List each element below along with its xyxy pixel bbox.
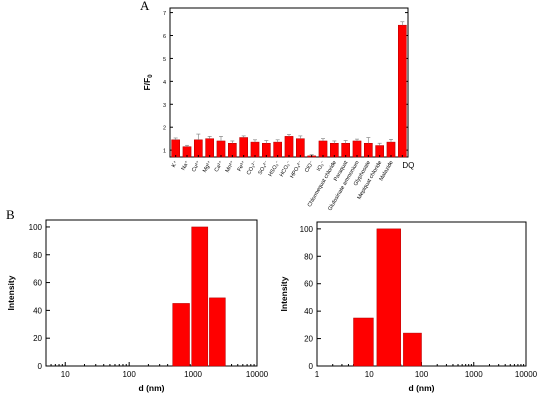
x-tick-label: 10 — [365, 370, 374, 379]
y-axis-label: Intensity — [6, 275, 16, 310]
x-tick-label: Fe³⁺ — [236, 159, 248, 172]
y-tick-label: 40 — [33, 306, 42, 315]
histogram-bar — [191, 226, 209, 367]
y-axis-label: F/F0 — [142, 74, 154, 91]
y-tick-label: 20 — [304, 335, 313, 344]
histogram-bar — [209, 297, 226, 367]
y-tick-label: 100 — [29, 223, 43, 232]
x-tick-label: 10 — [61, 370, 70, 379]
x-tick-label: 100 — [415, 370, 429, 379]
x-axis-label: d (nm) — [409, 383, 435, 393]
x-tick-label: ClO⁻ — [304, 160, 315, 174]
histogram-bar — [403, 332, 422, 367]
y-axis-label-subscript: 0 — [148, 74, 154, 78]
y-tick-label: 1 — [163, 149, 166, 155]
y-tick-label: 0 — [309, 362, 314, 371]
x-tick-label: Na⁺ — [180, 159, 191, 171]
y-tick-label: 80 — [304, 252, 313, 261]
x-axis-label: d (nm) — [139, 383, 165, 393]
y-axis-label: Intensity — [279, 276, 289, 311]
histogram-bar — [172, 303, 190, 367]
y-axis-label-main: F/F — [142, 78, 152, 91]
y-tick-label: 80 — [33, 251, 42, 260]
y-tick-label: 40 — [304, 307, 313, 316]
x-tick-label: 100 — [122, 370, 136, 379]
panel-label-a: A — [140, 0, 150, 13]
y-tick-label: 7 — [163, 11, 166, 17]
y-tick-label: 6 — [163, 34, 166, 40]
y-tick-label: 2 — [163, 126, 166, 132]
y-tick-label: 5 — [163, 57, 166, 63]
x-tick-label: IO₃⁻ — [316, 160, 327, 173]
x-tick-label: Cu²⁺ — [190, 159, 202, 173]
y-tick-label: 60 — [33, 279, 42, 288]
y-tick-label: 4 — [163, 80, 166, 86]
x-tick-label: 1 — [315, 370, 320, 379]
x-tick-label: 1000 — [184, 370, 202, 379]
plot-frame — [45, 219, 258, 367]
y-tick-label: 60 — [304, 280, 313, 289]
x-tick-label: 10000 — [246, 370, 269, 379]
histogram-bar — [353, 317, 374, 367]
y-tick-label: 100 — [300, 225, 314, 234]
y-tick-label: 0 — [38, 362, 43, 371]
x-tick-label: DQ — [402, 161, 414, 170]
x-tick-label: K⁺ — [170, 159, 179, 168]
x-tick-label: 1000 — [465, 370, 483, 379]
x-tick-label: 10000 — [515, 370, 538, 379]
panel-label-b: B — [6, 207, 15, 222]
histogram-bar — [376, 228, 401, 367]
x-tick-label: Ca²⁺ — [213, 159, 225, 173]
y-tick-label: 3 — [163, 103, 166, 109]
y-tick-label: 20 — [33, 334, 42, 343]
